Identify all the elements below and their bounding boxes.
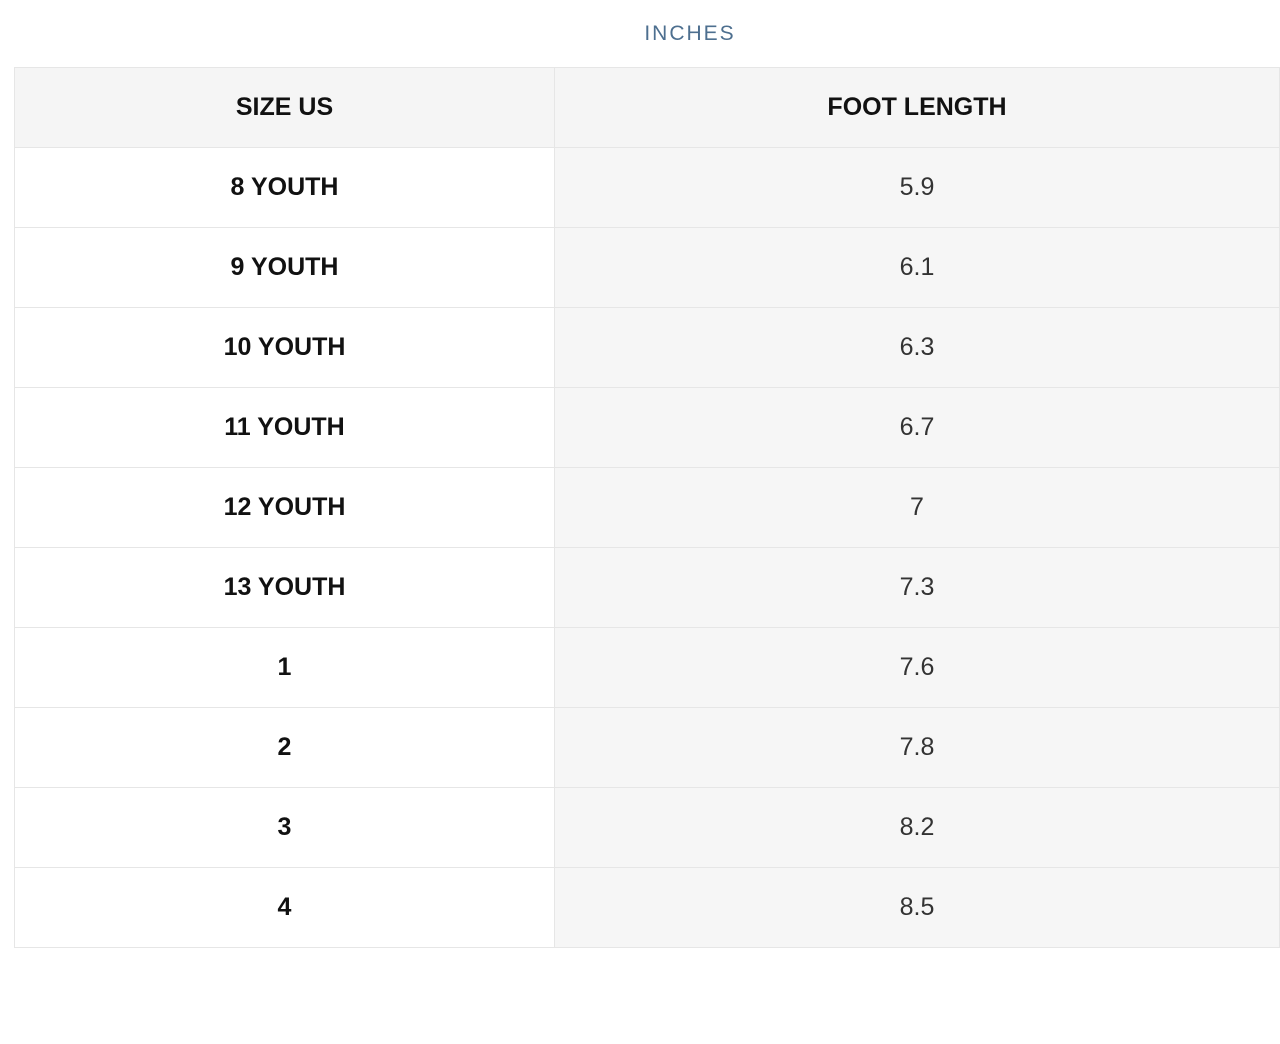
table-row: 1 7.6: [14, 627, 1280, 708]
length-cell: 6.7: [554, 387, 1280, 468]
table-row: 10 YOUTH 6.3: [14, 307, 1280, 388]
size-cell: 4: [14, 867, 555, 948]
table-row: 4 8.5: [14, 867, 1280, 948]
size-cell: 3: [14, 787, 555, 868]
length-cell: 6.1: [554, 227, 1280, 308]
table-row: 8 YOUTH 5.9: [14, 147, 1280, 228]
length-cell: 8.2: [554, 787, 1280, 868]
length-cell: 7.6: [554, 627, 1280, 708]
size-cell: 1: [14, 627, 555, 708]
size-cell: 9 YOUTH: [14, 227, 555, 308]
header-cell: FOOT LENGTH: [554, 67, 1280, 148]
table-row: 13 YOUTH 7.3: [14, 547, 1280, 628]
size-cell: 2: [14, 707, 555, 788]
table-row: 12 YOUTH 7: [14, 467, 1280, 548]
size-cell: 10 YOUTH: [14, 307, 555, 388]
length-cell: 6.3: [554, 307, 1280, 388]
size-table: SIZE US FOOT LENGTH 8 YOUTH 5.9 9 YOUTH 6.1…: [14, 67, 1280, 948]
table-row: 9 YOUTH 6.1: [14, 227, 1280, 308]
header-cell: SIZE US: [14, 67, 555, 148]
header-row: SIZE US FOOT LENGTH: [14, 67, 1280, 148]
unit-title: INCHES: [644, 22, 736, 45]
size-cell: 8 YOUTH: [14, 147, 555, 228]
length-cell: 8.5: [554, 867, 1280, 948]
size-cell: 12 YOUTH: [14, 467, 555, 548]
table-row: 3 8.2: [14, 787, 1280, 868]
table-row: 2 7.8: [14, 707, 1280, 788]
length-cell: 7: [554, 467, 1280, 548]
table-row: 11 YOUTH 6.7: [14, 387, 1280, 468]
size-cell: 13 YOUTH: [14, 547, 555, 628]
length-cell: 7.8: [554, 707, 1280, 788]
size-cell: 11 YOUTH: [14, 387, 555, 468]
length-cell: 5.9: [554, 147, 1280, 228]
length-cell: 7.3: [554, 547, 1280, 628]
